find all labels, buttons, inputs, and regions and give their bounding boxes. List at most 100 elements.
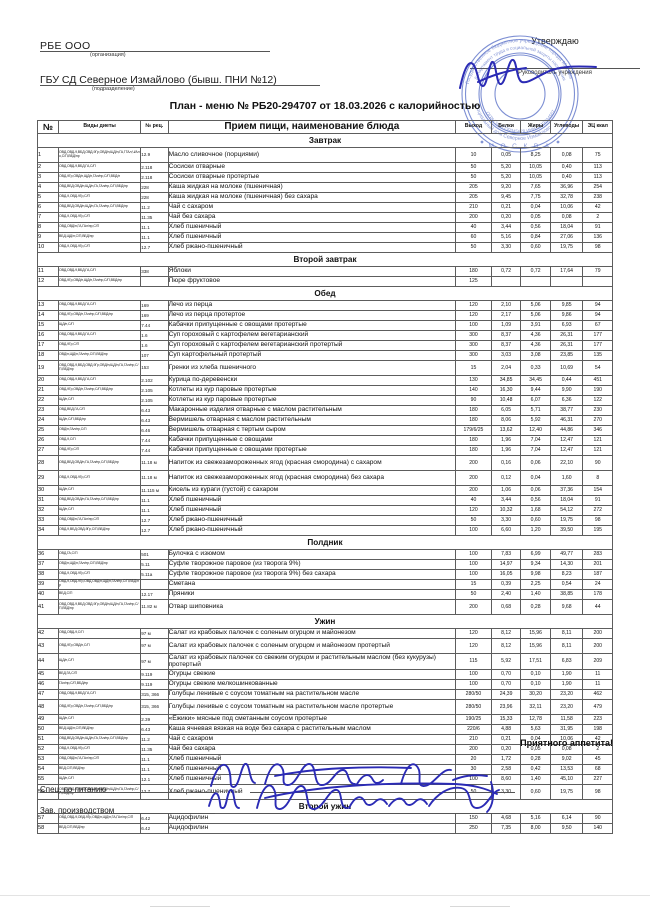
menu-item-fat: 0,56: [520, 494, 551, 506]
menu-item-carbs: 19,75: [549, 241, 584, 253]
menu-item-protein: 10,48: [490, 394, 522, 406]
menu-item-dish-name: Яблоки: [167, 265, 457, 277]
menu-item-diet-codes: ОВД-9Гр,ОВД/п,ГАл/пр,С/П,ВБД/пр: [58, 698, 142, 715]
subdivision-rule: [40, 85, 320, 86]
menu-item-row: 39 ОВД-9,ОВД-9Гр,ОВД,ОВД/п,ЩД/п,ГАл/пр,С/…: [36, 578, 613, 590]
menu-item-dish-name: Сосиски отварные протертые: [167, 171, 457, 183]
header-row: № Виды диеты № рец. Прием пищи, наименов…: [36, 120, 613, 134]
col-header-dish: Прием пищи, наименование блюда: [167, 120, 457, 134]
menu-item-row: 1 ОВД,ОВД-9,ВБД,ОВД-9Гр,ОВД/п,ЩД/п,ГА,ГГА…: [36, 146, 613, 163]
menu-item-dish-name: Напиток из свежезамороженных ягод (красн…: [167, 469, 457, 486]
menu-item-diet-codes: ОВД,ГА,С/П: [58, 548, 142, 560]
menu-item-diet-codes: ОВД-9Гр,С/П: [58, 339, 142, 351]
menu-item-row: 7 ОВД-9,ОВД-9Гр,С/П 11.35 Чай без сахара 200…: [36, 211, 613, 223]
menu-item-row: 22 ЩД/п,С/П 2.105 Котлеты из кур паровые пр…: [36, 394, 613, 406]
menu-item-protein: 3,30: [490, 241, 522, 253]
menu-item-fat: 0,06: [520, 454, 551, 471]
menu-item-diet-codes: ВБД,С/П: [58, 588, 142, 600]
menu-item-row: 23 ОВД,ВБД,ГА,С/П 6.43 Макаронные изделия о…: [36, 404, 613, 416]
nutrition-specialist-sign-rule: [250, 792, 515, 793]
menu-item-row: 17 ОВД-9Гр,С/П 1.6 Суп гороховый с картофел…: [36, 339, 613, 351]
menu-item-output: 280/50: [455, 688, 492, 700]
menu-table-body: Завтрак 1 ОВД,ОВД-9,ВБД,ОВД-9Гр,ОВД/п,ЩД/п…: [36, 132, 613, 834]
menu-item-carbs: 46,31: [549, 414, 584, 426]
menu-item-diet-codes: ОВД-9,ОВД-9Гр,С/П: [58, 568, 142, 580]
menu-item-fat: 1,68: [520, 504, 551, 516]
menu-item-carbs: 1,60: [549, 469, 584, 486]
menu-item-diet-codes: ОВД-9,ОВД-9Гр,ОВД,ОВД/п,ЩД/п,ГАл/пр,С/П,…: [58, 578, 142, 590]
menu-item-diet-codes: ОВД,ВБД,ГА,С/П: [58, 404, 142, 416]
menu-item-fat: 4,36: [520, 329, 551, 341]
menu-item-protein: 2,04: [490, 359, 522, 376]
menu-item-recipe-number: 9.119: [140, 678, 169, 690]
menu-item-carbs: 10,06: [549, 201, 584, 213]
menu-item-dish-name: Ацидофилин: [167, 822, 457, 834]
meal-section-row: Второй завтрак: [37, 251, 613, 267]
menu-item-dish-name: Салат из крабовых палочек со свежим огур…: [167, 652, 457, 670]
menu-item-dish-name: Лечо из перца: [167, 299, 457, 311]
menu-item-row: 32 ЩД/п,С/П 11.1 Хлеб пшеничный 120 10,32 1,68…: [36, 504, 613, 516]
subdivision-caption: (подразделение): [92, 86, 135, 92]
menu-item-output: 179/6/25: [455, 424, 492, 436]
menu-item-number: 43: [36, 637, 60, 654]
menu-item-diet-codes: ОВД,ОВД/п,ГА,ГАл/пр,С/П: [58, 753, 142, 765]
menu-item-protein: 8,37: [490, 329, 522, 341]
menu-item-output: 120: [455, 299, 492, 311]
page-bottom-bar: [0, 895, 650, 920]
menu-item-output: 50: [455, 588, 492, 600]
menu-item-recipe-number: 315, 366: [140, 688, 169, 700]
menu-item-energy: 254: [582, 181, 613, 193]
menu-item-carbs: 26,31: [549, 339, 584, 351]
menu-item-row: 16 ОВД,ОВД-9,ВБД,ГА,С/П 1.6 Суп гороховый с…: [36, 329, 613, 341]
menu-item-output: 140: [455, 384, 492, 396]
menu-item-row: 58 ВБД,С/П,ВБД/пр 6.42 Ацидофилин 250 7,35 8,0…: [36, 822, 613, 834]
menu-item-recipe-number: 12.7: [140, 241, 169, 253]
menu-item-diet-codes: ВБД,С/П,ВБД/пр: [58, 763, 142, 775]
menu-item-diet-codes: ОВД,ОВД-9,ВБД,ГА,С/П: [58, 374, 142, 386]
menu-item-dish-name: Каша жидкая на молоке (пшеничная) без са…: [167, 191, 457, 203]
menu-item-energy: 136: [582, 231, 613, 243]
menu-item-number: 17: [36, 339, 60, 351]
menu-item-row: 26 ОВД-9,С/П 7.44 Кабачки припущенные с ово…: [36, 434, 613, 446]
menu-item-number: 26: [36, 434, 60, 446]
menu-item-recipe-number: 11.18 м: [140, 454, 169, 471]
menu-item-recipe-number: 1.6: [140, 339, 169, 351]
menu-item-recipe-number: 11.35: [140, 211, 169, 223]
menu-item-carbs: 37,36: [549, 484, 584, 496]
menu-item-energy: 67: [582, 319, 613, 331]
menu-item-row: 29 ОВД-9,ОВД-9Гр,С/П 11.18 м Напиток из све…: [36, 469, 613, 486]
approval-title: Утверждаю: [531, 36, 579, 46]
menu-item-output: 100: [455, 568, 492, 580]
menu-item-carbs: 12,47: [549, 434, 584, 446]
menu-item-dish-name: Хлеб пшеничный: [167, 494, 457, 506]
menu-item-number: 39: [36, 578, 60, 590]
menu-item-row: 50 ВБД,ЩД/п,С/П,ВБД/пр 6.43 Каша ячневая вя…: [36, 723, 613, 735]
menu-item-number: 48: [36, 698, 60, 715]
menu-item-output: 180: [455, 265, 492, 277]
col-header-no: №: [36, 120, 60, 134]
menu-item-fat: 10,05: [520, 171, 551, 183]
menu-item-energy: 68: [582, 763, 613, 775]
menu-item-number: 36: [36, 548, 60, 560]
menu-item-carbs: 0,44: [549, 374, 584, 386]
menu-item-energy: 177: [582, 329, 613, 341]
menu-item-carbs: 9,02: [549, 753, 584, 765]
menu-item-diet-codes: ЩД/п,С/П: [58, 319, 142, 331]
menu-item-output: 50: [455, 171, 492, 183]
menu-item-energy: 209: [582, 652, 613, 670]
menu-item-output: 15: [455, 359, 492, 376]
menu-item-fat: 7,75: [520, 191, 551, 203]
menu-item-output: 120: [455, 504, 492, 516]
menu-item-dish-name: Напиток из свежезамороженных ягод (красн…: [167, 454, 457, 471]
menu-item-carbs: 8,11: [549, 627, 584, 639]
menu-item-row: 48 ОВД-9Гр,ОВД/п,ГАл/пр,С/П,ВБД/пр 315, 36…: [36, 698, 613, 715]
menu-item-dish-name: Отвар шиповника: [167, 598, 457, 615]
meal-section-row: Полдник: [37, 534, 613, 550]
menu-item-row: 42 ОВД,ОВД-9,С/П 97 м Салат из крабовых пал…: [36, 627, 613, 639]
menu-item-dish-name: Гренки из хлеба пшеничного: [167, 359, 457, 376]
nutrition-specialist-label-rule: [40, 792, 215, 793]
menu-item-recipe-number: 12.9: [140, 146, 169, 163]
menu-item-output: 180: [455, 404, 492, 416]
menu-item-carbs: 10,69: [549, 359, 584, 376]
menu-item-fat: 5,63: [520, 723, 551, 735]
